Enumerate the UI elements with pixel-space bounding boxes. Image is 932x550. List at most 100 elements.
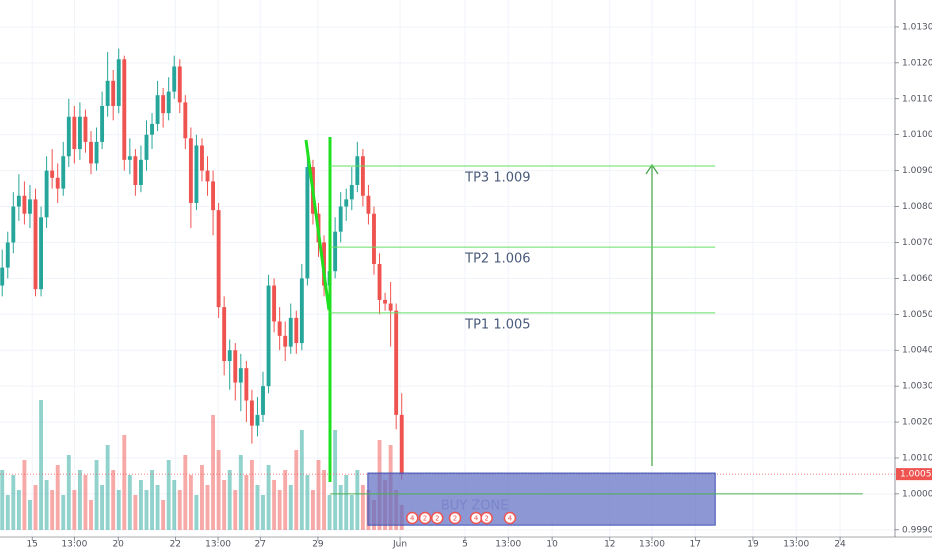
candle-body	[188, 138, 193, 203]
volume-bar	[127, 475, 132, 530]
event-label: 4	[508, 515, 513, 523]
volume-bar	[133, 495, 138, 530]
volume-bar	[360, 485, 365, 530]
y-tick-label: 1.00100	[902, 453, 932, 463]
volume-bar	[261, 495, 265, 530]
volume-bar	[161, 500, 166, 530]
candle-body	[238, 368, 243, 383]
trend-line	[304, 139, 331, 311]
volume-bar	[55, 465, 60, 530]
candle-body	[28, 199, 32, 214]
volume-bar	[344, 475, 349, 530]
candle-body	[338, 206, 343, 232]
buy-zone-label: BUY ZONE	[441, 499, 509, 514]
candle-body	[383, 299, 388, 304]
candle-body	[22, 195, 27, 214]
candle-body	[16, 195, 21, 207]
volume-bar	[272, 480, 277, 530]
event-icon	[406, 511, 419, 525]
candle-body	[388, 303, 393, 311]
volume-bar	[188, 475, 193, 530]
x-tick-label: 5	[462, 540, 468, 550]
candle-body	[105, 80, 110, 106]
target-label: TP1 1.005	[464, 317, 530, 332]
candle-body	[399, 414, 404, 475]
volume-bar	[66, 455, 71, 530]
volume-bar	[94, 460, 99, 530]
y-tick-label: 1.00900	[902, 166, 932, 176]
candle-body	[116, 59, 121, 106]
x-tick-label: 10	[546, 540, 558, 550]
volume-bar	[89, 500, 93, 530]
x-tick-label: 13:00	[639, 540, 665, 550]
y-tick-label: 1.00300	[902, 382, 932, 392]
x-tick-label: 24	[834, 540, 846, 550]
y-tick-label: 1.01200	[902, 58, 932, 68]
volume-bar	[249, 460, 254, 530]
volume-bar	[155, 485, 160, 530]
candle-body	[100, 105, 105, 142]
event-icon	[430, 511, 444, 525]
candle-body	[172, 66, 177, 92]
target-label: TP2 1.006	[464, 252, 530, 267]
candle-body	[144, 134, 149, 160]
volume-bar	[166, 460, 171, 530]
volume-bar	[266, 465, 271, 530]
candle-body	[39, 217, 44, 290]
volume-bar	[299, 430, 304, 530]
candle-body	[355, 156, 360, 185]
event-label: 4	[474, 515, 479, 523]
volume-bar	[277, 490, 282, 530]
volume-bar	[111, 470, 116, 530]
candle-body	[344, 199, 349, 207]
y-tick-label: 1.00200	[902, 418, 932, 428]
volume-bar	[100, 485, 105, 530]
event-label: 2	[423, 515, 427, 523]
volume-bar	[238, 455, 243, 530]
x-tick-label: 19	[747, 540, 759, 550]
candles	[0, 48, 404, 480]
candle-body	[66, 116, 71, 157]
candle-body	[155, 95, 160, 124]
candle-body	[255, 414, 260, 426]
y-tick-label: 1.01000	[902, 130, 932, 140]
candle-body	[127, 156, 132, 160]
volume-bar	[28, 500, 32, 530]
y-tick-label: 1.00600	[902, 274, 932, 284]
candle-body	[222, 307, 227, 361]
x-tick-label: 12	[604, 540, 615, 550]
volume-bar	[22, 460, 27, 530]
candle-body	[200, 145, 204, 171]
y-tick-label: 0.99900	[902, 525, 932, 535]
x-tick-label: 13:00	[205, 540, 231, 550]
candle-body	[177, 66, 182, 103]
volume-bar	[327, 495, 332, 530]
volume-bar	[194, 495, 199, 530]
volume-bar	[355, 470, 360, 530]
volume	[0, 400, 404, 530]
x-tick-label: 22	[170, 540, 181, 550]
current-price-label: 1.00055	[900, 470, 932, 480]
candle-body	[360, 156, 365, 196]
volume-bar	[0, 470, 5, 530]
event-label: 4	[410, 515, 415, 523]
volume-bar	[349, 495, 354, 530]
y-tick-label: 1.01300	[902, 22, 932, 32]
volume-bar	[11, 475, 16, 530]
event-label: 2	[453, 515, 457, 523]
candle-body	[11, 206, 16, 243]
candle-body	[283, 335, 288, 347]
candle-body	[133, 156, 138, 185]
event-icon	[503, 511, 517, 525]
volume-bar	[183, 455, 188, 530]
candle-body	[261, 386, 265, 415]
volume-bar	[72, 490, 77, 530]
candle-body	[288, 317, 293, 347]
candle-body	[44, 170, 49, 218]
event-icon	[448, 511, 462, 525]
volume-bar	[294, 450, 299, 530]
volume-bar	[305, 475, 310, 530]
